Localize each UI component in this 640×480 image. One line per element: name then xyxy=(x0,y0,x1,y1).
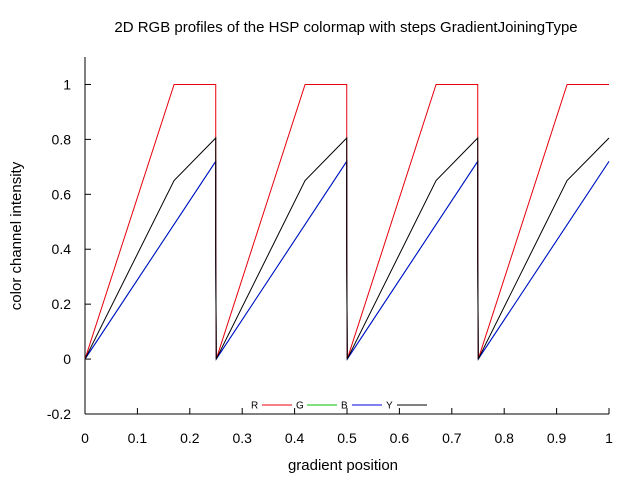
legend-label-b: B xyxy=(341,401,348,412)
x-tick-label: 0.3 xyxy=(232,430,252,446)
x-tick-label: 0.5 xyxy=(337,430,357,446)
y-tick-label: 0.4 xyxy=(52,241,72,257)
y-tick-label: -0.2 xyxy=(47,406,71,422)
x-tick-label: 0.4 xyxy=(285,430,305,446)
x-tick-label: 0.2 xyxy=(180,430,200,446)
y-tick-label: 0.6 xyxy=(52,186,72,202)
legend-label-g: G xyxy=(296,401,304,412)
x-tick-label: 0.1 xyxy=(128,430,148,446)
x-tick-label: 0.7 xyxy=(442,430,462,446)
y-tick-label: 0.2 xyxy=(52,296,72,312)
series-lines xyxy=(84,83,610,361)
x-tick-label: 0.9 xyxy=(547,430,567,446)
y-tick-label: 1 xyxy=(63,76,71,92)
x-tick-label: 1 xyxy=(605,430,613,446)
x-axis-label: gradient position xyxy=(288,457,398,474)
y-axis-label: color channel intensity xyxy=(8,161,25,310)
x-tick-label: 0.6 xyxy=(390,430,410,446)
y-tick-label: 0.8 xyxy=(52,131,72,147)
x-tick-label: 0 xyxy=(81,430,89,446)
x-axis-ticks: 0 0.1 0.2 0.3 0.4 0.5 0.6 0.7 0.8 0.9 1 xyxy=(81,408,613,446)
x-tick-label: 0.8 xyxy=(494,430,514,446)
legend-label-r: R xyxy=(251,401,258,412)
legend-label-y: Y xyxy=(386,401,393,412)
series-line-y xyxy=(84,136,610,360)
y-tick-label: 0 xyxy=(63,351,71,367)
chart-title: 2D RGB profiles of the HSP colormap with… xyxy=(114,19,577,36)
y-axis-ticks: -0.2 0 0.2 0.4 0.6 0.8 1 xyxy=(47,76,91,422)
